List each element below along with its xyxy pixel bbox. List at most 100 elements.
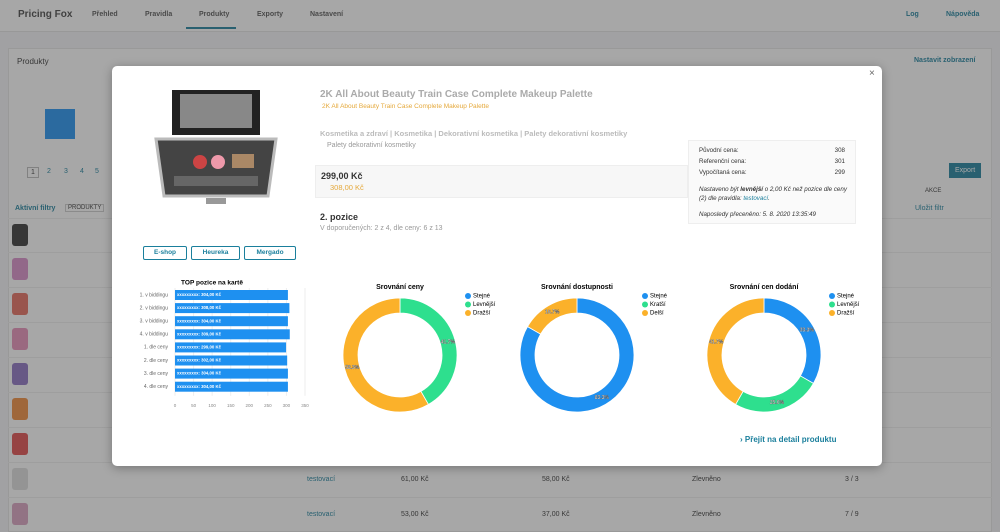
page-link[interactable]: 3 bbox=[64, 168, 68, 175]
row-cell: testovací bbox=[307, 476, 336, 483]
chart-title: TOP pozice na kartě bbox=[181, 280, 243, 287]
note-bold: levnější bbox=[740, 186, 763, 193]
product-title: 2K All About Beauty Train Case Complete … bbox=[320, 89, 593, 100]
bar-label: xxxxxxxxx: 304,00 Kč bbox=[177, 292, 222, 297]
nav-item[interactable]: Pravidla bbox=[145, 11, 173, 18]
palette bbox=[193, 155, 207, 169]
position: 2. pozice bbox=[320, 212, 359, 222]
thumbnail bbox=[12, 468, 28, 490]
nav-item[interactable]: Produkty bbox=[199, 11, 230, 18]
legend-swatch bbox=[642, 293, 648, 299]
panel-heading: Produkty bbox=[17, 57, 49, 66]
info-label: Původní cena: bbox=[699, 147, 739, 154]
page-link[interactable]: 2 bbox=[47, 168, 51, 175]
row-cell: 3 / 3 bbox=[845, 476, 859, 483]
y-tick-label: 2. v biddingu bbox=[140, 305, 169, 311]
category[interactable]: Palety dekorativní kosmetiky bbox=[327, 142, 416, 149]
row-cell: Zlevněno bbox=[692, 476, 721, 483]
donut-segment bbox=[399, 297, 458, 405]
row-divider bbox=[8, 497, 992, 498]
nav-right[interactable]: Nápověda bbox=[946, 11, 980, 18]
segment-label: 25.0% bbox=[770, 400, 785, 406]
bar bbox=[175, 316, 288, 327]
legend-swatch bbox=[642, 310, 648, 316]
page-link[interactable]: 4 bbox=[80, 168, 84, 175]
legend-swatch bbox=[829, 293, 835, 299]
row-cell: 61,00 Kč bbox=[401, 476, 429, 483]
segment-label: 41.7% bbox=[709, 340, 724, 346]
row-cell: 58,00 Kč bbox=[542, 476, 570, 483]
segment-label: 16.7% bbox=[545, 309, 560, 315]
product-subtitle[interactable]: 2K All About Beauty Train Case Complete … bbox=[322, 103, 489, 110]
settings-link[interactable]: Nastavit zobrazení bbox=[914, 57, 976, 64]
bar bbox=[175, 355, 288, 366]
y-tick-label: 1. dle ceny bbox=[144, 345, 169, 351]
nav-item[interactable]: Exporty bbox=[257, 11, 284, 18]
x-tick-label: 250 bbox=[264, 403, 272, 408]
segment-label: 58.3% bbox=[345, 365, 360, 371]
heureka-button[interactable]: Heureka bbox=[191, 246, 240, 260]
x-tick-label: 350 bbox=[301, 403, 309, 408]
last-repriced: Naposledy přeceněno: 5. 8. 2020 13:35:49 bbox=[699, 211, 816, 218]
x-tick-label: 200 bbox=[246, 403, 254, 408]
legend-label: Levnější bbox=[837, 302, 860, 308]
handle bbox=[206, 198, 226, 204]
donut-segment bbox=[527, 297, 578, 335]
info-value: 299 bbox=[834, 169, 845, 176]
bar-label: xxxxxxxxx: 309,00 Kč bbox=[177, 331, 222, 336]
legend-label: Dražší bbox=[473, 311, 491, 317]
thumbnail bbox=[12, 398, 28, 420]
palette bbox=[174, 176, 258, 186]
bar-label: xxxxxxxxx: 304,00 Kč bbox=[177, 318, 222, 323]
mini-bar bbox=[45, 109, 75, 139]
nav-right[interactable]: Log bbox=[906, 11, 919, 18]
bar bbox=[175, 342, 287, 353]
eshop-button[interactable]: E-shop bbox=[143, 246, 187, 260]
legend-swatch bbox=[465, 301, 471, 308]
bar-label: xxxxxxxxx: 302,00 Kč bbox=[177, 358, 222, 363]
donut-segment bbox=[342, 297, 429, 413]
bar-label: xxxxxxxxx: 299,00 Kč bbox=[177, 345, 222, 350]
bar bbox=[175, 290, 288, 300]
legend-swatch bbox=[829, 301, 835, 308]
brand[interactable]: Pricing Fox bbox=[18, 9, 73, 20]
page-link[interactable]: 1 bbox=[27, 167, 39, 178]
price: 299,00 Kč bbox=[321, 171, 363, 181]
x-tick-label: 0 bbox=[174, 403, 177, 408]
legend-label: Kratší bbox=[650, 302, 666, 308]
filter-tag[interactable]: PRODUKTY bbox=[65, 204, 105, 212]
info-note: Nastaveno být levnější o 2,00 Kč než poz… bbox=[699, 186, 849, 203]
page-link[interactable]: 5 bbox=[95, 168, 99, 175]
x-tick-label: 100 bbox=[208, 403, 216, 408]
row-cell: testovací bbox=[307, 511, 336, 518]
thumbnail bbox=[12, 328, 28, 350]
save-filter[interactable]: Uložit filtr bbox=[915, 205, 944, 212]
row-cell: Zlevněno bbox=[692, 511, 721, 518]
chart-title: Srovnání cen dodání bbox=[730, 284, 800, 291]
y-tick-label: 3. dle ceny bbox=[144, 371, 169, 377]
palette bbox=[232, 154, 254, 168]
y-tick-label: 2. dle ceny bbox=[144, 358, 169, 364]
donut-segment bbox=[706, 297, 765, 405]
detail-link[interactable]: › Přejít na detail produktu bbox=[740, 435, 837, 444]
detail-link-text[interactable]: Přejít na detail produktu bbox=[744, 435, 837, 444]
rule-link[interactable]: testovací bbox=[743, 194, 769, 202]
close-button[interactable]: × bbox=[869, 68, 875, 79]
mergado-button[interactable]: Mergado bbox=[244, 246, 296, 260]
y-tick-label: 1. v biddingu bbox=[140, 292, 169, 298]
export-button[interactable]: Export bbox=[949, 163, 982, 178]
thumbnail bbox=[12, 433, 28, 455]
nav-item[interactable]: Přehled bbox=[92, 11, 118, 18]
palette bbox=[211, 155, 225, 169]
y-tick-label: 3. v biddingu bbox=[140, 319, 169, 325]
note-text: Nastaveno být bbox=[699, 186, 741, 193]
thumbnail bbox=[12, 293, 28, 315]
old-price: 308,00 Kč bbox=[330, 183, 364, 192]
nav-item[interactable]: Nastavení bbox=[310, 11, 344, 18]
legend-label: Dražší bbox=[837, 311, 855, 317]
active-tab bbox=[186, 27, 236, 29]
legend-label: Levnější bbox=[473, 302, 496, 308]
top-nav: Pricing Fox Přehled Pravidla Produkty Ex… bbox=[0, 0, 1000, 32]
legend-label: Stejné bbox=[650, 294, 668, 300]
donut-segment bbox=[763, 297, 822, 384]
